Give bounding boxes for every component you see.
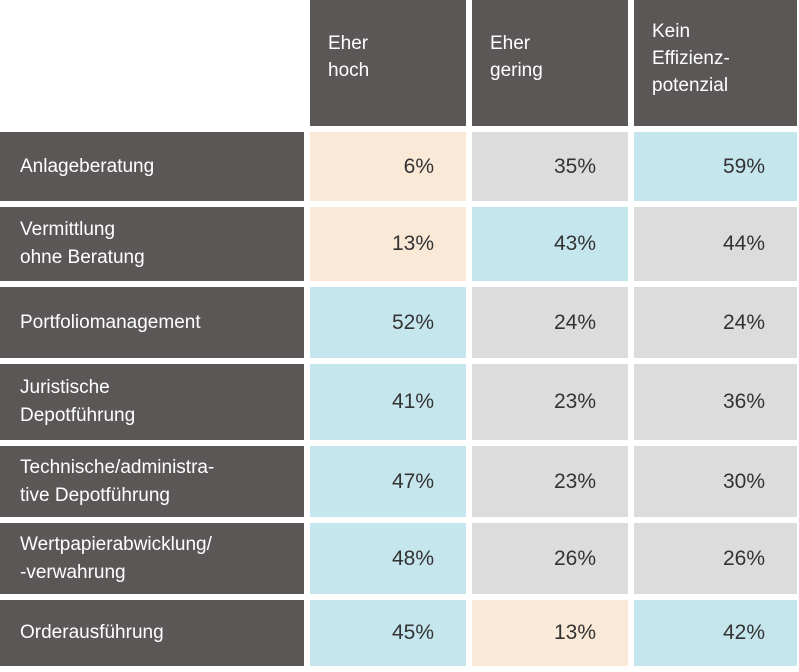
column-header-eher-hoch: Eher hoch	[310, 0, 472, 132]
value-cell-kein-effizienzpotenzial: 30%	[634, 446, 799, 523]
column-header-kein-effizienzpotenzial: Kein Effizienz- potenzial	[634, 0, 799, 132]
value-cell-eher-gering: 13%	[472, 600, 634, 672]
value-cell-eher-hoch: 45%	[310, 600, 472, 672]
row-label: Portfoliomanagement	[0, 287, 310, 364]
value-cell-eher-gering: 43%	[472, 207, 634, 287]
row-label: Anlageberatung	[0, 132, 310, 207]
value-cell-eher-hoch: 6%	[310, 132, 472, 207]
value-cell-eher-gering: 26%	[472, 523, 634, 600]
value-cell-eher-hoch: 48%	[310, 523, 472, 600]
row-label: Juristische Depotführung	[0, 364, 310, 446]
value-cell-eher-hoch: 52%	[310, 287, 472, 364]
value-cell-kein-effizienzpotenzial: 26%	[634, 523, 799, 600]
value-cell-kein-effizienzpotenzial: 44%	[634, 207, 799, 287]
value-cell-kein-effizienzpotenzial: 42%	[634, 600, 799, 672]
value-cell-kein-effizienzpotenzial: 59%	[634, 132, 799, 207]
value-cell-eher-gering: 24%	[472, 287, 634, 364]
value-cell-eher-hoch: 41%	[310, 364, 472, 446]
row-label: Technische/administra- tive Depotführung	[0, 446, 310, 523]
value-cell-eher-hoch: 13%	[310, 207, 472, 287]
value-cell-eher-gering: 35%	[472, 132, 634, 207]
value-cell-eher-hoch: 47%	[310, 446, 472, 523]
row-label: Vermittlung ohne Beratung	[0, 207, 310, 287]
value-cell-kein-effizienzpotenzial: 24%	[634, 287, 799, 364]
value-cell-eher-gering: 23%	[472, 446, 634, 523]
row-label: Wertpapierabwicklung/ -verwahrung	[0, 523, 310, 600]
column-header-eher-gering: Eher gering	[472, 0, 634, 132]
table-corner	[0, 0, 310, 132]
value-cell-kein-effizienzpotenzial: 36%	[634, 364, 799, 446]
row-label: Orderausführung	[0, 600, 310, 672]
value-cell-eher-gering: 23%	[472, 364, 634, 446]
